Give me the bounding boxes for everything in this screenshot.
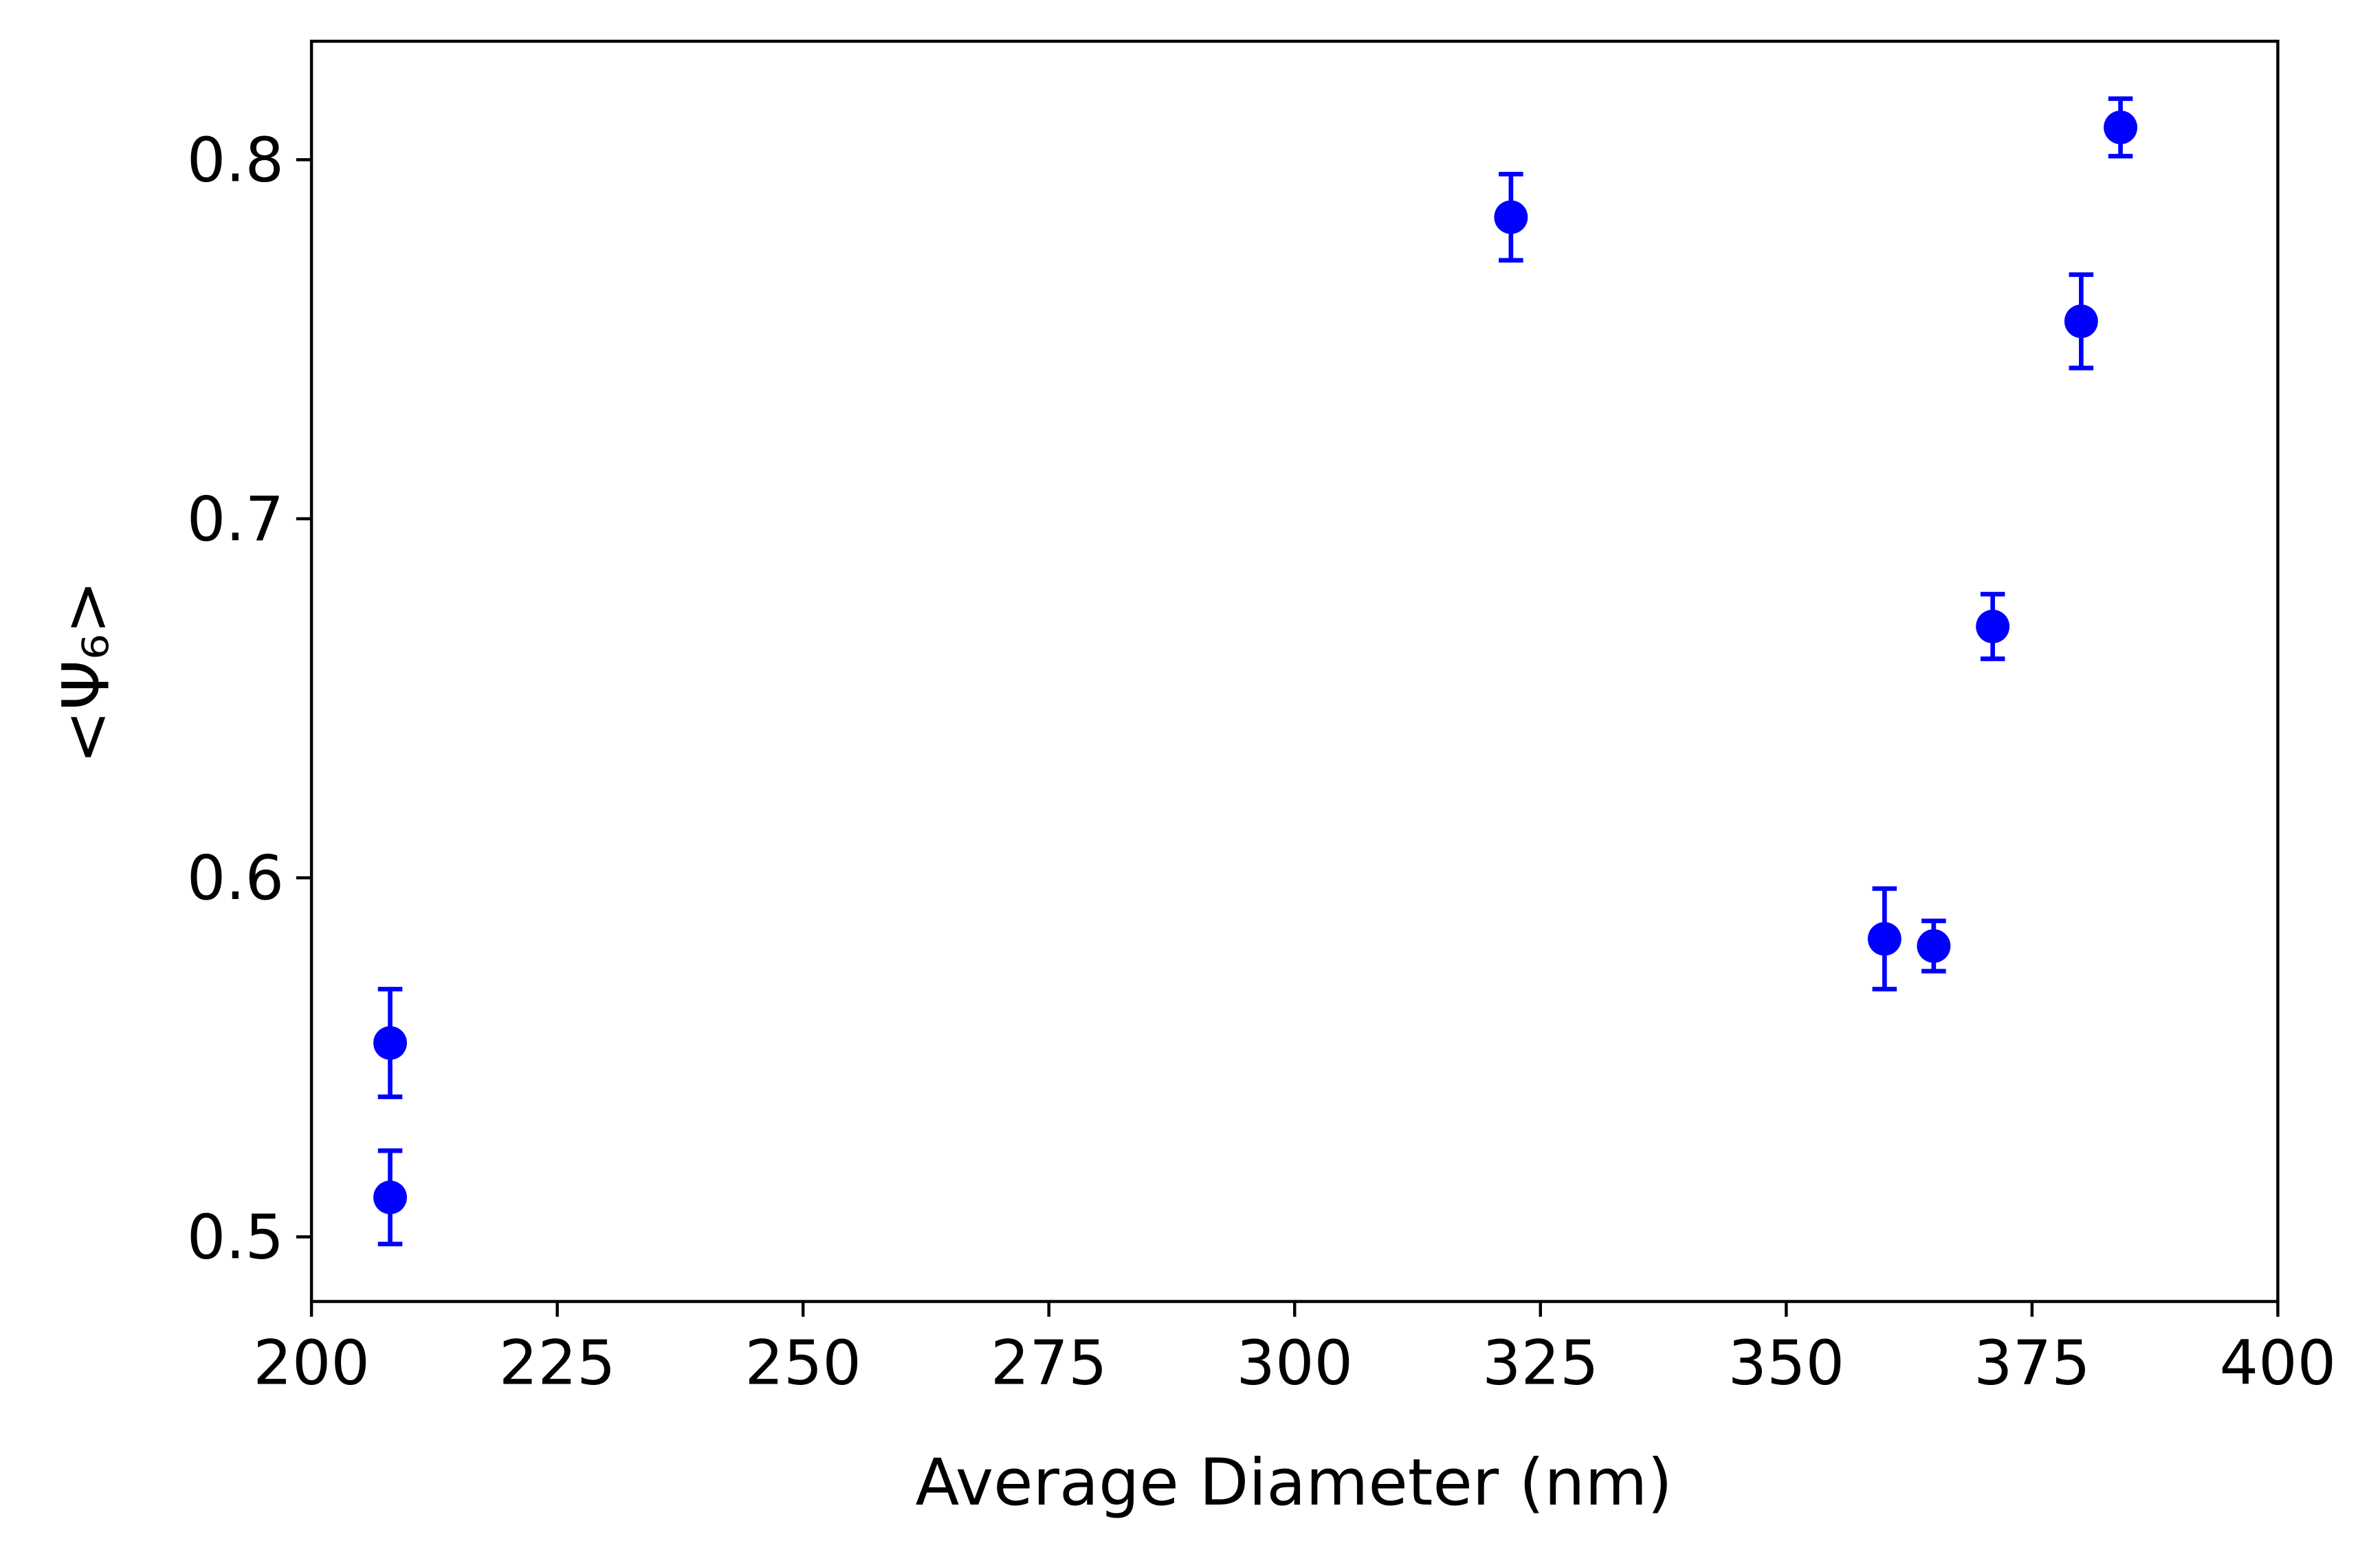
x-tick-label: 250 <box>745 1327 861 1399</box>
x-tick-label: 350 <box>1728 1327 1844 1399</box>
y-tick-label: 0.7 <box>187 483 284 555</box>
point <box>1976 610 2010 643</box>
point <box>2064 304 2098 338</box>
point <box>1867 922 1902 956</box>
y-tick-label: 0.5 <box>187 1201 284 1273</box>
x-tick-label: 300 <box>1236 1327 1353 1399</box>
point <box>373 1026 407 1060</box>
point <box>1917 929 1951 963</box>
x-tick-label: 375 <box>1974 1327 2091 1399</box>
x-tick-label: 275 <box>991 1327 1108 1399</box>
x-tick-label: 225 <box>499 1327 616 1399</box>
point <box>2104 110 2138 144</box>
x-tick-label: 325 <box>1482 1327 1599 1399</box>
point <box>373 1180 407 1215</box>
point <box>1494 200 1528 234</box>
y-tick-label: 0.6 <box>187 842 284 913</box>
plot-frame <box>309 39 2280 1303</box>
x-axis-label: Average Diameter (nm) <box>916 1445 1673 1520</box>
y-tick-label: 0.8 <box>187 124 284 196</box>
y-axis-label: <Ψ₆> <box>49 580 124 764</box>
x-tick-label: 400 <box>2220 1327 2337 1399</box>
x-tick-label: 200 <box>253 1327 370 1399</box>
